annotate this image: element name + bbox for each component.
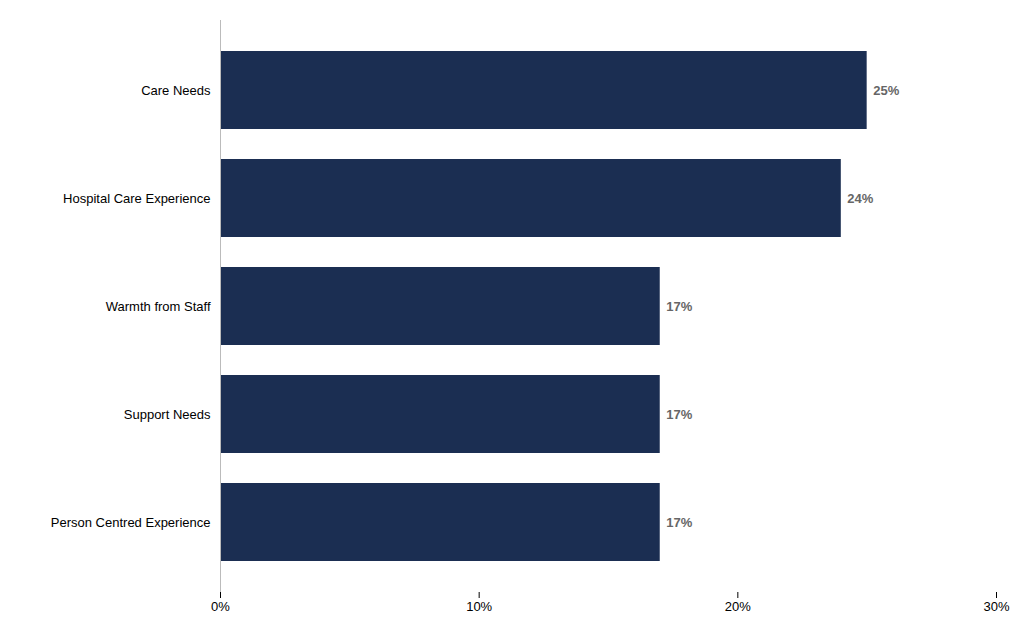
svg-text:0%: 0%	[211, 599, 230, 614]
svg-text:25%: 25%	[873, 83, 899, 98]
svg-text:Support Needs: Support Needs	[124, 407, 211, 422]
svg-text:Person Centred Experience: Person Centred Experience	[51, 515, 211, 530]
svg-text:Care Needs: Care Needs	[141, 83, 211, 98]
svg-text:20%: 20%	[725, 599, 751, 614]
svg-text:Warmth from Staff: Warmth from Staff	[106, 299, 211, 314]
svg-text:Hospital Care Experience: Hospital Care Experience	[63, 191, 210, 206]
svg-text:10%: 10%	[466, 599, 492, 614]
svg-text:17%: 17%	[666, 299, 692, 314]
svg-text:17%: 17%	[666, 515, 692, 530]
svg-text:30%: 30%	[983, 599, 1009, 614]
svg-text:24%: 24%	[847, 191, 873, 206]
svg-text:17%: 17%	[666, 407, 692, 422]
